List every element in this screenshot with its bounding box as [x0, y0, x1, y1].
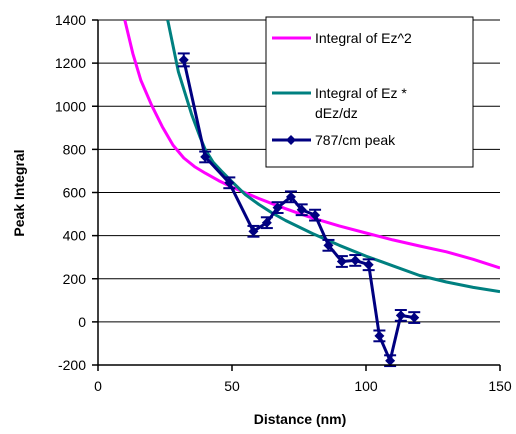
data-point — [261, 217, 272, 228]
series-3 — [177, 52, 421, 368]
data-point — [395, 310, 406, 321]
series-layer — [123, 20, 500, 368]
series-line — [123, 20, 500, 270]
y-tick-label: 1400 — [55, 12, 86, 28]
series-1 — [123, 20, 500, 270]
x-tick-label: 100 — [354, 378, 378, 394]
data-point — [224, 177, 235, 188]
data-point — [248, 226, 259, 237]
y-tick-label: -200 — [58, 357, 86, 373]
y-tick-label: 200 — [63, 271, 87, 287]
data-point — [285, 191, 296, 202]
series-line — [166, 20, 500, 294]
legend: Integral of Ez^2 Integral of Ez * dEz/dz … — [265, 16, 474, 168]
y-tick-label: 600 — [63, 185, 87, 201]
x-tick-label: 0 — [94, 378, 102, 394]
series-2 — [166, 20, 500, 294]
data-point — [310, 210, 321, 221]
data-point — [296, 204, 307, 215]
y-tick-label: 800 — [63, 141, 87, 157]
data-point — [178, 54, 189, 65]
legend-label-787: 787/cm peak — [315, 132, 396, 148]
axes — [92, 19, 501, 371]
data-point — [374, 330, 385, 341]
data-point — [385, 355, 396, 366]
y-tick-label: 0 — [78, 314, 86, 330]
x-axis-title: Distance (nm) — [254, 411, 347, 427]
y-tick-label: 1000 — [55, 98, 86, 114]
x-tick-label: 150 — [488, 378, 512, 394]
legend-label-ez-dez: Integral of Ez * dEz/dz — [315, 85, 407, 121]
x-tick-labels: 0 50 100 150 — [94, 378, 512, 394]
data-point — [350, 255, 361, 266]
legend-label-ez2: Integral of Ez^2 — [315, 30, 412, 46]
legend-label-line: Integral of Ez * — [315, 85, 407, 101]
data-point — [200, 151, 211, 162]
data-point — [363, 259, 374, 270]
legend-label-line: dEz/dz — [315, 105, 358, 121]
y-tick-label: 1200 — [55, 55, 86, 71]
y-tick-labels: -200 0 200 400 600 800 1000 1200 1400 — [55, 12, 86, 373]
data-point — [272, 202, 283, 213]
data-point — [323, 240, 334, 251]
data-point — [409, 312, 420, 323]
y-tick-label: 400 — [63, 228, 87, 244]
data-point — [336, 256, 347, 267]
x-tick-label: 50 — [224, 378, 240, 394]
y-axis-title: Peak Integral — [11, 149, 27, 236]
legend-marker-787 — [286, 135, 296, 145]
